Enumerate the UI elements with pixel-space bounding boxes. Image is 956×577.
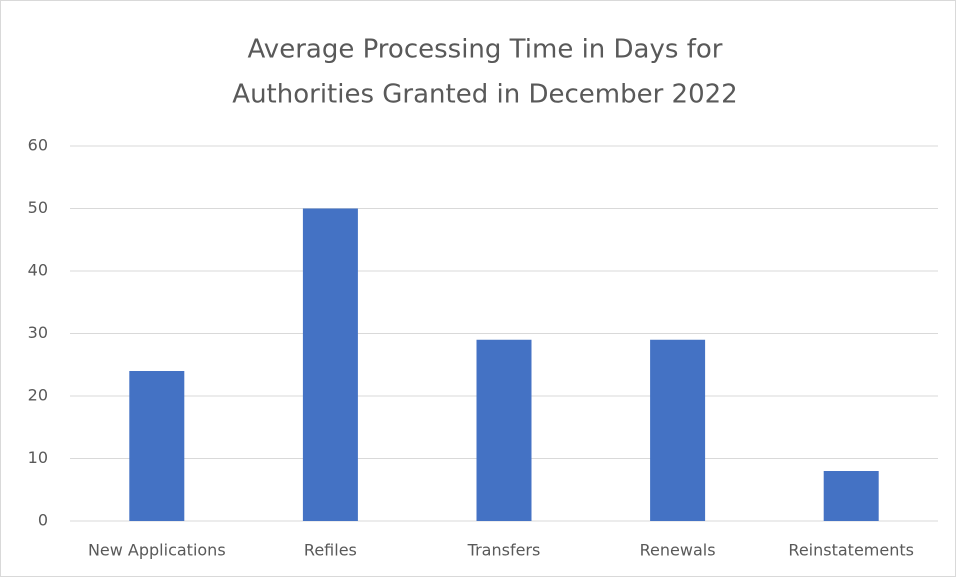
y-tick-label: 0	[38, 511, 48, 530]
bar	[823, 471, 879, 521]
x-tick-label: Renewals	[640, 541, 716, 560]
y-tick-label: 60	[28, 136, 48, 155]
bar	[302, 208, 358, 521]
y-tick-label: 40	[28, 261, 48, 280]
chart-title: Average Processing Time in Days for	[248, 35, 723, 65]
y-tick-label: 50	[28, 198, 48, 217]
x-tick-label: New Applications	[88, 541, 226, 560]
bar	[129, 371, 185, 521]
chart-title: Authorities Granted in December 2022	[232, 80, 737, 110]
x-tick-label: Transfers	[467, 541, 541, 560]
y-tick-label: 30	[28, 323, 48, 342]
bar	[476, 339, 532, 521]
bar	[650, 339, 706, 521]
y-tick-label: 20	[28, 386, 48, 405]
x-tick-label: Refiles	[304, 541, 357, 560]
x-tick-label: Reinstatements	[788, 541, 914, 560]
y-tick-label: 10	[28, 448, 48, 467]
